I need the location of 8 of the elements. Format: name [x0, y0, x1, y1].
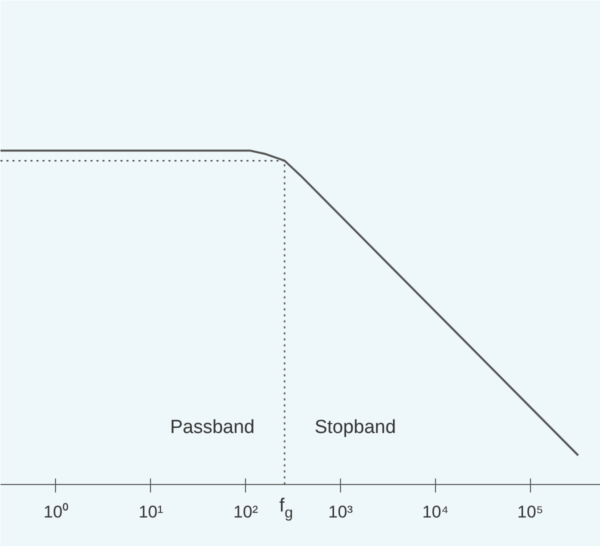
- annotation: Passband: [170, 417, 255, 438]
- x-tick-label: 10⁴: [422, 502, 449, 522]
- x-tick-label: 10⁵: [517, 502, 544, 522]
- x-tick-label: 10¹: [138, 502, 164, 522]
- x-tick-label: 10⁰: [44, 502, 68, 522]
- x-tick-label: 10²: [233, 502, 258, 522]
- x-tick-label: 10³: [328, 502, 354, 522]
- annotation: Stopband: [314, 417, 396, 438]
